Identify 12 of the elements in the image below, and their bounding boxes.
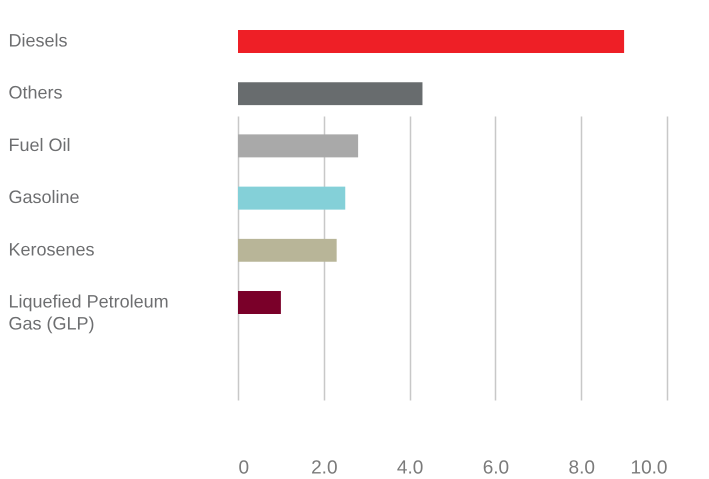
y-tick-label: Liquefied Petroleum Gas (GLP) — [8, 292, 169, 334]
x-tick-label: 8.0 — [568, 458, 595, 478]
y-tick-label: Kerosenes — [8, 239, 95, 260]
x-tick-label: 2.0 — [311, 458, 338, 478]
x-tick-label: 4.0 — [396, 458, 424, 478]
y-tick-label: Fuel Oil — [8, 134, 71, 155]
x-tick-label: 0 — [238, 458, 250, 478]
x-tick-label: 6.0 — [482, 458, 510, 478]
y-tick-label: Others — [8, 82, 63, 103]
y-tick-label: Gasoline — [8, 187, 80, 208]
x-tick-label: 10.0 — [630, 458, 668, 478]
y-tick-label: Diesels — [8, 30, 68, 50]
